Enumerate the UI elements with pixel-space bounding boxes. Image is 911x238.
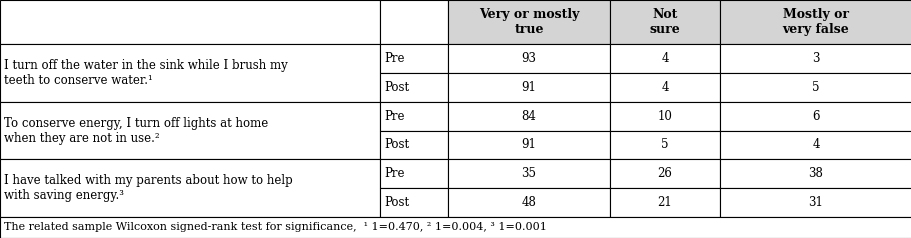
Text: The related sample Wilcoxon signed-rank test for significance,  ¹ 1=0.470, ² 1=0: The related sample Wilcoxon signed-rank … [4,223,547,233]
Text: 3: 3 [812,52,819,65]
Text: 48: 48 [521,196,536,209]
Text: 5: 5 [660,139,668,151]
Text: Pre: Pre [384,167,404,180]
Text: 5: 5 [812,81,819,94]
Text: 4: 4 [660,81,668,94]
Bar [719,159,911,188]
Bar [609,188,719,217]
Bar [380,130,447,159]
Bar [0,0,380,44]
Bar [447,130,609,159]
Bar [719,73,911,102]
Text: 38: 38 [808,167,823,180]
Text: Pre: Pre [384,110,404,123]
Text: 35: 35 [521,167,536,180]
Bar [380,159,447,188]
Bar [380,0,447,44]
Bar [609,130,719,159]
Text: Post: Post [384,139,409,151]
Bar [609,102,719,130]
Text: 93: 93 [521,52,536,65]
Text: 4: 4 [812,139,819,151]
Bar [447,159,609,188]
Text: 91: 91 [521,139,536,151]
Bar [609,44,719,73]
Bar [447,44,609,73]
Bar [719,0,911,44]
Bar [0,217,911,238]
Bar [0,102,380,159]
Bar [609,73,719,102]
Text: To conserve energy, I turn off lights at home
when they are not in use.²: To conserve energy, I turn off lights at… [4,117,268,144]
Text: Post: Post [384,81,409,94]
Bar [447,73,609,102]
Bar [447,0,609,44]
Text: 21: 21 [657,196,671,209]
Text: 91: 91 [521,81,536,94]
Bar [447,188,609,217]
Text: Mostly or
very false: Mostly or very false [782,8,848,36]
Bar [719,188,911,217]
Bar [609,159,719,188]
Bar [380,188,447,217]
Text: Very or mostly
true: Very or mostly true [478,8,578,36]
Text: Post: Post [384,196,409,209]
Bar [0,44,380,102]
Bar [447,102,609,130]
Bar [719,44,911,73]
Text: I have talked with my parents about how to help
with saving energy.³: I have talked with my parents about how … [4,174,292,202]
Bar [609,0,719,44]
Bar [380,44,447,73]
Bar [719,102,911,130]
Text: Pre: Pre [384,52,404,65]
Bar [719,130,911,159]
Text: 31: 31 [808,196,823,209]
Bar [380,102,447,130]
Bar [380,73,447,102]
Text: 84: 84 [521,110,536,123]
Text: Not
sure: Not sure [649,8,680,36]
Text: 10: 10 [657,110,671,123]
Text: 6: 6 [812,110,819,123]
Bar [0,159,380,217]
Text: 26: 26 [657,167,671,180]
Text: I turn off the water in the sink while I brush my
teeth to conserve water.¹: I turn off the water in the sink while I… [4,59,288,87]
Text: 4: 4 [660,52,668,65]
